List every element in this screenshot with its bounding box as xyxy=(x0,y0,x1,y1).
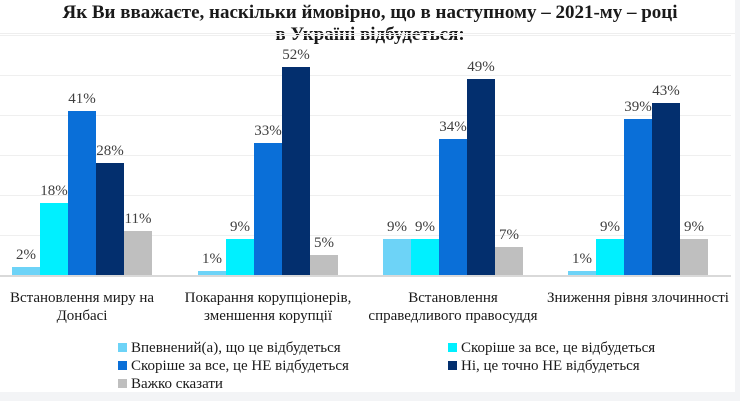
bar[interactable] xyxy=(254,143,282,275)
category-label: Встановлення миру на Донбасі xyxy=(0,289,177,325)
gridline xyxy=(0,155,731,156)
data-label: 33% xyxy=(254,123,282,139)
bar[interactable] xyxy=(439,139,467,275)
gridline xyxy=(0,235,731,236)
data-label: 1% xyxy=(572,251,592,267)
data-label: 28% xyxy=(96,143,124,159)
gridline xyxy=(0,35,731,36)
legend-label: Скоріше за все, це відбудеться xyxy=(461,340,656,356)
data-label: 18% xyxy=(40,183,68,199)
data-label: 39% xyxy=(624,99,652,115)
bar[interactable] xyxy=(96,163,124,275)
legend-label: Важко сказати xyxy=(131,376,223,392)
data-label: 11% xyxy=(124,211,152,227)
bar[interactable] xyxy=(467,79,495,275)
category-label-line: Встановлення xyxy=(408,290,498,306)
category-label: Зниження рівня злочинності xyxy=(543,289,733,307)
data-label: 9% xyxy=(684,219,704,235)
category-label-line: зменшення корупції xyxy=(203,308,333,324)
bar[interactable] xyxy=(282,67,310,275)
bar[interactable] xyxy=(310,255,338,275)
bar[interactable] xyxy=(68,111,96,275)
bar[interactable] xyxy=(495,247,523,275)
legend-swatch-icon xyxy=(118,379,127,388)
x-axis-baseline xyxy=(0,275,731,277)
bar[interactable] xyxy=(652,103,680,275)
category-label: Встановлення справедливого правосуддя xyxy=(358,289,548,325)
bar[interactable] xyxy=(680,239,708,275)
bar[interactable] xyxy=(226,239,254,275)
gridline xyxy=(0,75,731,76)
category-label-line: Встановлення миру на xyxy=(9,290,155,306)
legend-swatch-icon xyxy=(118,343,127,352)
bar[interactable] xyxy=(383,239,411,275)
legend-swatch-icon xyxy=(448,343,457,352)
bar[interactable] xyxy=(568,271,596,275)
data-label: 1% xyxy=(202,251,222,267)
legend-item[interactable]: Важко сказати xyxy=(118,375,223,393)
data-label: 52% xyxy=(282,47,310,63)
legend-item[interactable]: Скоріше за все, це відбудеться xyxy=(448,339,655,357)
chart-title: Як Ви вважаєте, наскільки ймовірно, що в… xyxy=(0,2,740,46)
gridline xyxy=(0,195,731,196)
data-label: 43% xyxy=(652,83,680,99)
title-divider xyxy=(0,33,735,34)
data-label: 5% xyxy=(314,235,334,251)
chart-title-line-1: Як Ви вважаєте, наскільки ймовірно, що в… xyxy=(62,2,678,23)
legend-label: Впевнений(а), що це відбудеться xyxy=(131,340,341,356)
data-label: 9% xyxy=(415,219,435,235)
category-label-line: Донбасі xyxy=(56,308,108,324)
bar[interactable] xyxy=(596,239,624,275)
bar[interactable] xyxy=(624,119,652,275)
chart-title-line-2: в Україні відбудеться: xyxy=(275,24,465,45)
bar[interactable] xyxy=(12,267,40,275)
bar[interactable] xyxy=(124,231,152,275)
legend-swatch-icon xyxy=(448,361,457,370)
category-label-line: справедливого правосуддя xyxy=(368,308,538,324)
legend-label: Ні, це точно НЕ відбудеться xyxy=(461,358,640,374)
data-label: 7% xyxy=(499,227,519,243)
bar[interactable] xyxy=(411,239,439,275)
gridline xyxy=(0,115,731,116)
data-label: 9% xyxy=(387,219,407,235)
data-label: 49% xyxy=(467,59,495,75)
data-label: 34% xyxy=(439,119,467,135)
legend-label: Скоріше за все, це НЕ відбудеться xyxy=(131,358,349,374)
data-label: 9% xyxy=(600,219,620,235)
category-label-line: Зниження рівня злочинності xyxy=(547,290,729,306)
data-label: 9% xyxy=(230,219,250,235)
legend-item[interactable]: Скоріше за все, це НЕ відбудеться xyxy=(118,357,349,375)
bar[interactable] xyxy=(40,203,68,275)
data-label: 2% xyxy=(16,247,36,263)
legend-swatch-icon xyxy=(118,361,127,370)
legend-item[interactable]: Впевнений(а), що це відбудеться xyxy=(118,339,341,357)
legend-item[interactable]: Ні, це точно НЕ відбудеться xyxy=(448,357,640,375)
category-label-line: Покарання корупціонерів, xyxy=(184,290,352,306)
data-label: 41% xyxy=(68,91,96,107)
bar[interactable] xyxy=(198,271,226,275)
category-label: Покарання корупціонерів, зменшення корупц… xyxy=(173,289,363,325)
